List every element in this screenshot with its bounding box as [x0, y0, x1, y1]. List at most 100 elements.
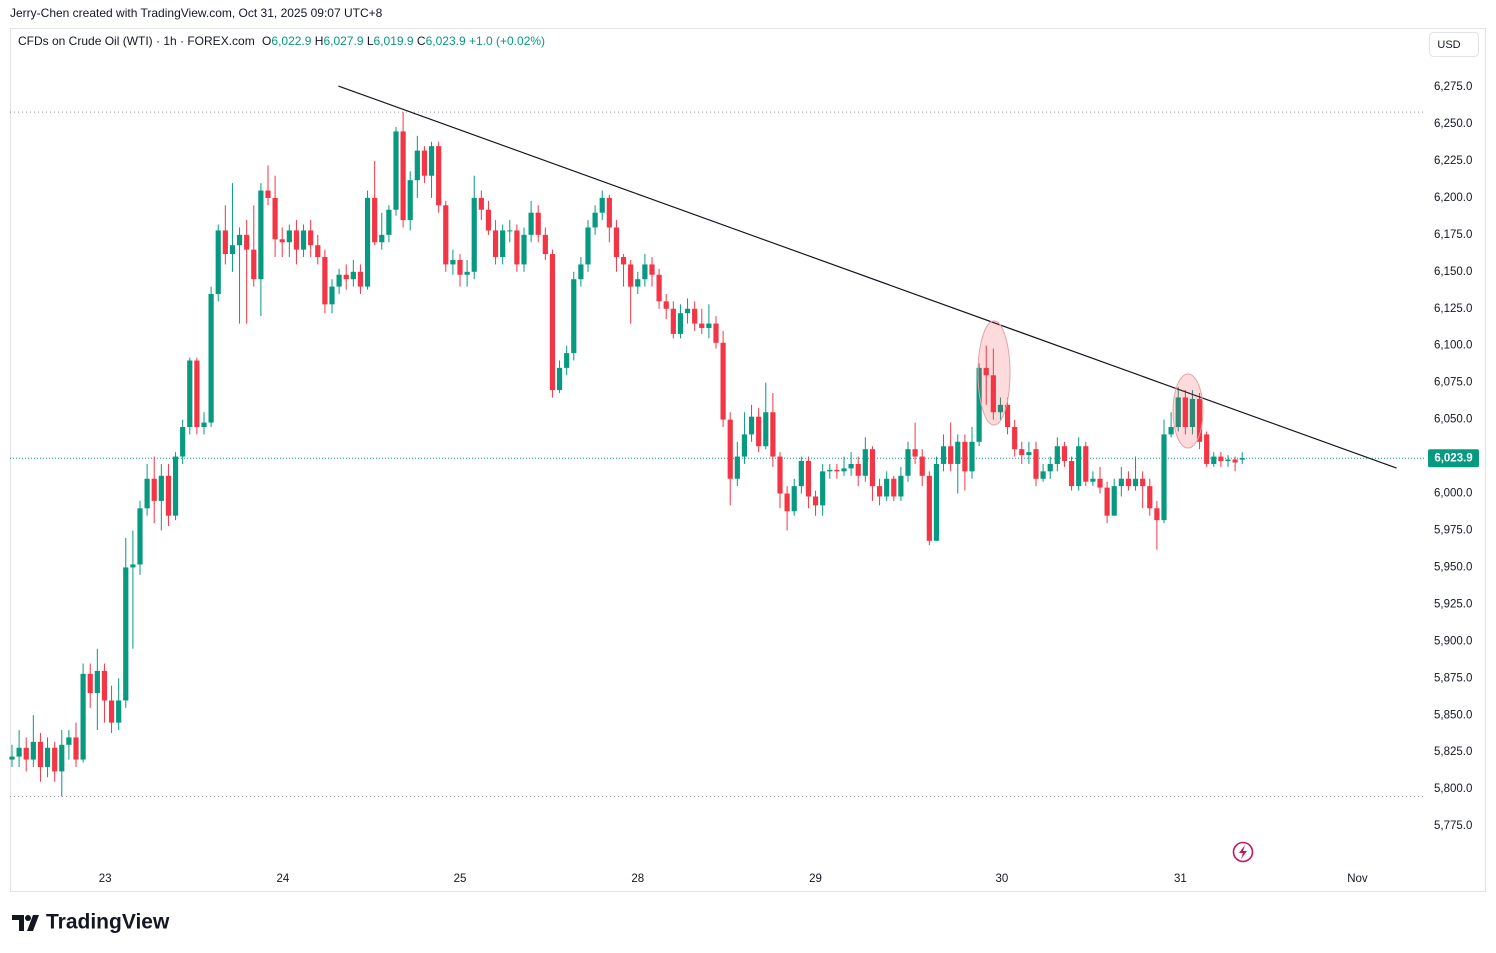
candle-body — [720, 342, 726, 420]
candle-body — [265, 190, 271, 198]
candle-body — [834, 469, 840, 472]
y-tick-label: 6,225.0 — [1434, 155, 1472, 167]
x-tick-label: 30 — [995, 873, 1008, 885]
alert-ring[interactable] — [1232, 841, 1254, 863]
attribution: Jerry-Chen created with TradingView.com,… — [10, 6, 383, 20]
candle-body — [983, 367, 989, 376]
y-tick-label: 6,175.0 — [1434, 229, 1472, 241]
y-tick-label: 6,250.0 — [1434, 118, 1472, 130]
candle-body — [59, 744, 65, 772]
candle-body — [542, 234, 548, 255]
candle-body — [1033, 449, 1039, 479]
y-tick-label: 6,275.0 — [1434, 81, 1472, 93]
candle-body — [528, 212, 534, 235]
candle-body — [16, 747, 22, 757]
candle-body — [549, 254, 556, 391]
y-tick-label: 5,975.0 — [1434, 525, 1472, 537]
candle-body — [251, 249, 257, 280]
y-tick-label: 5,775.0 — [1434, 820, 1472, 832]
y-tick-label: 6,150.0 — [1434, 266, 1472, 278]
chart-frame — [10, 28, 1486, 892]
candle-body — [827, 469, 833, 472]
y-tick-label: 5,800.0 — [1434, 783, 1472, 795]
candle-body — [279, 239, 285, 243]
candle-body — [229, 245, 236, 255]
candle-body — [379, 234, 385, 243]
candle-body — [1118, 478, 1124, 487]
currency-button[interactable] — [1429, 32, 1479, 57]
currency-label[interactable]: USD — [1437, 39, 1460, 51]
candle-body — [236, 234, 243, 246]
candle-body — [805, 461, 812, 497]
candle-body — [1090, 478, 1096, 482]
candle-body — [727, 419, 733, 479]
candle-body — [165, 475, 172, 516]
candle-body — [194, 360, 200, 428]
candle-body — [80, 673, 86, 760]
legend: CFDs on Crude Oil (WTI) · 1h · FOREX.com… — [18, 34, 545, 48]
candle-body — [706, 323, 712, 328]
candle-body — [1104, 487, 1110, 516]
candle-body — [1054, 446, 1060, 464]
candle-body — [756, 416, 762, 447]
candle-body — [1189, 398, 1196, 428]
x-tick-label: 29 — [809, 873, 822, 885]
alert-icon[interactable] — [1232, 841, 1254, 863]
candle-body — [891, 478, 897, 497]
candle-body — [926, 475, 932, 541]
candle-body — [592, 212, 598, 228]
candle-body — [1061, 446, 1068, 462]
candle-body — [137, 508, 143, 565]
legend-key: C — [417, 34, 426, 48]
candle-body — [1004, 404, 1011, 428]
candle-body — [1168, 427, 1174, 435]
candle-body — [663, 301, 669, 309]
candle-body — [23, 747, 29, 760]
candle-body — [948, 446, 954, 464]
brand-name: TradingView — [46, 911, 170, 934]
candle-body — [848, 463, 854, 469]
candle-body — [784, 493, 790, 512]
candle-body — [364, 197, 371, 287]
candle-body — [393, 131, 399, 210]
candle-body — [905, 449, 911, 476]
candle-body — [421, 150, 428, 176]
candle-body — [912, 449, 918, 457]
legend-value: 6,019.9 — [374, 34, 414, 48]
candle-body — [9, 756, 15, 760]
candle-body — [777, 456, 783, 494]
candle-body — [1147, 486, 1153, 509]
candle-body — [1218, 456, 1224, 462]
candle-body — [997, 404, 1004, 413]
y-tick-label: 6,125.0 — [1434, 303, 1472, 315]
candle-body — [734, 456, 740, 479]
candle-body — [521, 234, 527, 265]
candle-body — [322, 257, 328, 305]
legend-key: H — [315, 34, 324, 48]
candle-body — [962, 441, 968, 472]
candle-body — [1083, 446, 1089, 482]
candle-body — [1132, 478, 1139, 487]
candle-body — [642, 264, 648, 280]
candle-body — [400, 131, 406, 221]
legend-symbol: CFDs on Crude Oil (WTI) · 1h · FOREX.com — [18, 34, 255, 48]
candle-body — [599, 197, 605, 213]
candle-body — [350, 271, 356, 280]
candle-body — [620, 257, 627, 265]
alert-bolt[interactable] — [1239, 845, 1247, 859]
candle-body — [37, 741, 44, 767]
candle-body — [172, 456, 179, 516]
candle-body — [293, 230, 300, 250]
candle-body — [471, 197, 477, 272]
highlight-ellipse — [977, 320, 1011, 426]
candle-body — [578, 264, 584, 280]
candle-body — [1140, 478, 1146, 487]
candle-body — [492, 230, 499, 258]
candle-body — [812, 496, 819, 506]
y-tick-label: 5,900.0 — [1434, 635, 1472, 647]
candle-body — [606, 197, 612, 228]
candle-body — [1019, 449, 1025, 456]
candle-body — [649, 264, 655, 275]
